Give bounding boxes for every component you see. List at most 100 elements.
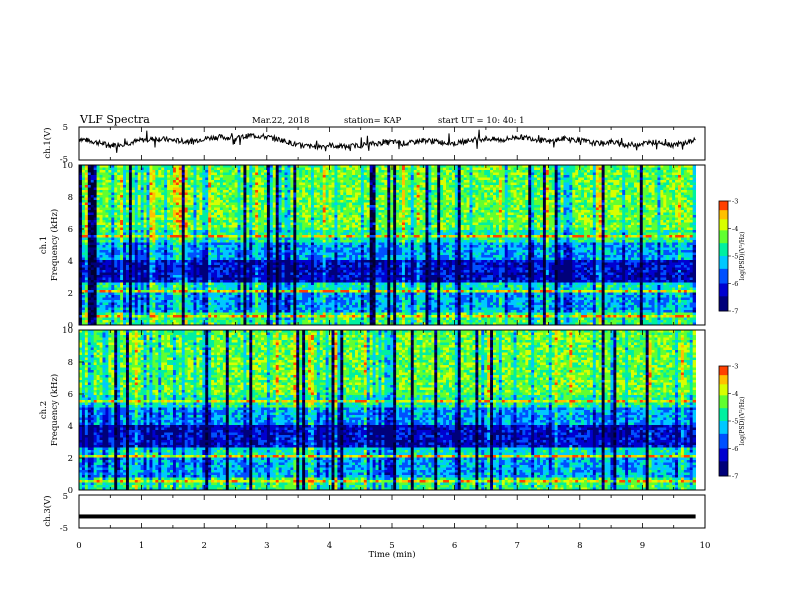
spectrogram-cell: [513, 172, 517, 176]
spectrogram-cell: [108, 215, 112, 218]
spectrogram-cell: [589, 202, 594, 206]
spectrogram-cell: [302, 190, 306, 193]
spectrogram-cell: [519, 197, 523, 201]
spectrogram-cell: [539, 207, 544, 211]
spectrogram-cell: [669, 185, 673, 188]
spectrogram-cell: [457, 220, 462, 223]
spectrogram-cell: [528, 192, 532, 196]
spectrogram-cell: [108, 185, 112, 188]
spectrogram-cell: [539, 210, 544, 213]
spectrogram-cell: [199, 167, 203, 171]
spectrogram-cell: [460, 215, 465, 218]
spectrogram-cell: [463, 217, 467, 221]
spectrogram-cell: [184, 177, 189, 181]
spectrogram-cell: [120, 220, 124, 223]
spectrogram-cell: [369, 185, 374, 188]
spectrogram-cell: [337, 195, 341, 198]
spectrogram-cell: [123, 217, 127, 221]
spectrogram-cell: [322, 167, 327, 171]
spectrogram-cell: [610, 210, 614, 213]
spectrogram-cell: [578, 205, 582, 208]
spectrogram-cell: [369, 190, 374, 193]
spectrogram-cell: [355, 207, 359, 211]
spectrogram-cell: [158, 217, 162, 221]
spectrogram-cell: [231, 200, 236, 203]
spectrogram-cell: [672, 177, 676, 181]
spectrogram-cell: [337, 180, 341, 183]
spectrogram-cell: [228, 207, 233, 211]
spectrogram-cell: [369, 210, 374, 213]
spectrogram-cell: [622, 170, 626, 173]
spectrogram-cell: [507, 175, 512, 178]
spectrogram-cell: [99, 170, 103, 173]
spectrogram-cell: [575, 205, 579, 208]
spectrogram-cell: [178, 192, 183, 196]
spectrogram-cell: [325, 222, 329, 226]
spectrogram-cell: [551, 187, 556, 191]
spectrogram-cell: [437, 172, 441, 176]
spectrogram-cell: [193, 177, 197, 181]
spectrogram-cell: [316, 165, 321, 168]
spectrogram-cell: [457, 180, 462, 183]
spectrogram-cell: [322, 207, 327, 211]
spectrogram-cell: [378, 217, 382, 221]
spectrogram-cell: [404, 197, 409, 201]
spectrogram-cell: [631, 205, 635, 208]
spectrogram-cell: [387, 192, 391, 196]
spectrogram-cell: [607, 202, 611, 206]
spectrogram-cell: [181, 217, 186, 221]
spectrogram-cell: [187, 195, 191, 198]
spectrogram-cell: [211, 207, 215, 211]
spectrogram-cell: [648, 190, 652, 193]
spectrogram-cell: [572, 170, 576, 173]
spectrogram-cell: [269, 195, 274, 198]
spectrogram-cell: [507, 205, 512, 208]
spectrogram-cell: [123, 190, 127, 193]
spectrogram-cell: [413, 202, 418, 206]
spectrogram-cell: [501, 207, 506, 211]
spectrogram-cell: [490, 180, 494, 183]
spectrogram-cell: [205, 215, 209, 218]
spectrogram-cell: [689, 187, 694, 191]
spectrogram-cell: [660, 205, 664, 208]
spectrogram-cell: [513, 185, 517, 188]
spectrogram-cell: [501, 215, 506, 218]
spectrogram-cell: [572, 200, 576, 203]
spectrogram-cell: [337, 197, 341, 201]
spectrogram-cell: [120, 185, 124, 188]
spectrogram-cell: [534, 217, 538, 221]
spectrogram-cell: [419, 205, 423, 208]
spectrogram-cell: [446, 207, 450, 211]
spectrogram-cell: [384, 217, 388, 221]
spectrogram-cell: [99, 222, 103, 226]
spectrogram-cell: [419, 167, 423, 171]
spectrogram-cell: [498, 172, 503, 176]
spectrogram-cell: [325, 220, 329, 223]
spectrogram-cell: [460, 180, 465, 183]
spectrogram-cell: [331, 217, 335, 221]
spectrogram-cell: [381, 167, 385, 171]
spectrogram-cell: [305, 222, 309, 226]
spectrogram-cell: [625, 215, 629, 218]
spectrogram-cell: [208, 185, 212, 188]
spectrogram-cell: [387, 187, 391, 191]
spectrogram-cell: [152, 202, 156, 206]
spectrogram-cell: [175, 165, 180, 168]
spectrogram-cell: [551, 180, 556, 183]
spectrogram-cell: [90, 195, 95, 198]
spectrogram-cell: [293, 200, 297, 203]
spectrogram-cell: [437, 167, 441, 171]
spectrogram-cell: [484, 177, 488, 181]
spectrogram-cell: [316, 172, 321, 176]
spectrogram-cell: [258, 202, 262, 206]
spectrogram-cell: [607, 197, 611, 201]
spectrogram-cell: [284, 195, 288, 198]
spectrogram-cell: [504, 205, 509, 208]
spectrogram-cell: [202, 177, 206, 181]
spectrogram-cell: [246, 167, 250, 171]
spectrogram-cell: [434, 195, 438, 198]
spectrogram-cell: [434, 212, 438, 216]
spectrogram-cell: [551, 177, 556, 181]
date-label: Mar.22, 2018: [252, 116, 309, 126]
spectrogram-cell: [363, 172, 368, 176]
